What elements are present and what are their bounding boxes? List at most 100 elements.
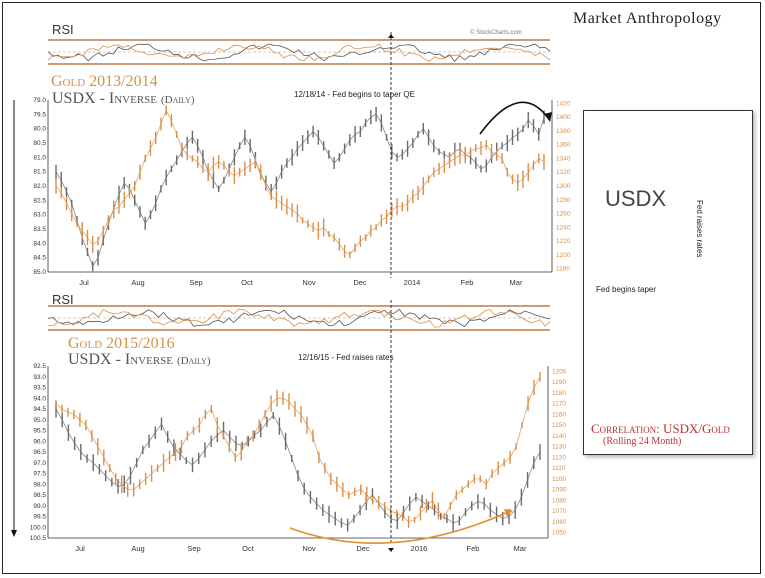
top-x-tick-label: Nov [302,278,316,287]
bottom-right-tick-label: 1170 [552,401,566,408]
bottom-right-tick-label: 1060 [552,519,567,526]
bottom-x-tick-label: Feb [467,544,480,553]
top-left-tick-label: 79.0 [33,97,46,104]
top-usd-title: USDX - Inverse (Daily) [52,90,195,107]
bottom-x-tick-label: Nov [302,544,316,553]
top-right-tick-label: 1260 [556,211,571,218]
top-left-tick-label: 81.5 [33,169,46,176]
top-x-tick-label: Dec [353,278,367,287]
stockcharts-credit: © StockCharts.com [470,30,522,36]
bottom-usd-title: USDX - Inverse (Daily) [68,351,211,368]
top-right-tick-label: 1300 [556,183,571,190]
bottom-left-tick-label: 95.0 [33,417,46,424]
top-x-tick-label: Oct [241,278,254,287]
bottom-right-tick-label: 1140 [552,433,566,440]
bottom-series-line [55,376,541,523]
bottom-x-tick-label: 2016 [411,544,428,553]
bottom-left-tick-label: 100.5 [30,535,47,542]
top-curve-arrowhead [544,112,552,122]
bottom-x-tick-label: Dec [356,544,370,553]
top-left-tick-label: 80.0 [33,126,46,133]
bottom-event-marker [388,548,394,552]
bottom-rsi-line-1 [47,308,551,328]
bottom-left-tick-label: 92.5 [33,363,46,370]
bottom-right-tick-label: 1070 [552,508,567,515]
bottom-x-tick-label: Sep [187,544,200,553]
bottom-left-tick-label: 99.5 [33,514,46,521]
top-x-tick-label: 2014 [404,278,421,287]
bottom-x-tick-label: Oct [242,544,255,553]
bottom-left-tick-label: 96.5 [33,449,46,456]
top-right-tick-label: 1280 [556,197,571,204]
bottom-left-tick-label: 99.0 [33,503,46,510]
bottom-left-tick-label: 97.0 [33,460,46,467]
bottom-left-tick-label: 93.5 [33,385,46,392]
top-right-tick-label: 1200 [556,252,571,259]
bottom-right-tick-label: 1200 [552,368,567,375]
top-right-tick-label: 1220 [556,238,571,245]
top-x-tick-label: Sep [189,278,202,287]
bottom-right-tick-label: 1120 [552,454,566,461]
top-right-tick-label: 1340 [556,155,571,162]
bottom-right-tick-label: 1180 [552,390,566,397]
top-rsi-label: RSI [52,22,74,37]
bottom-annotation: 12/16/15 - Fed raises rates [298,353,394,362]
top-series-line [55,113,545,268]
top-x-tick-label: Jul [79,278,89,287]
bottom-curve-arrowhead [504,509,513,517]
top-right-tick-label: 1360 [556,142,571,149]
top-series-usd [55,107,545,272]
top-right-tick-label: 1240 [556,224,571,231]
bottom-left-tick-label: 96.0 [33,438,46,445]
inset-usdx-title: USDX [605,186,667,211]
bottom-left-tick-label: 93.0 [33,374,46,381]
top-left-tick-label: 84.5 [33,255,46,262]
top-right-tick-label: 1400 [556,114,571,121]
inset-taper-annotation: Fed begins taper [596,285,657,294]
top-rsi-line-0 [47,43,551,63]
bottom-x-tick-label: Jul [75,544,85,553]
bottom-right-tick-label: 1150 [552,422,566,429]
bottom-right-tick-label: 1130 [552,444,566,451]
bottom-series-gold [55,372,541,528]
bottom-rsi-label: RSI [52,292,74,307]
bottom-curve-arrow [289,511,509,544]
top-event-marker [388,34,394,38]
top-gold-title: Gold 2013/2014 [51,73,158,90]
bottom-right-tick-label: 1100 [552,476,566,483]
bottom-right-tick-label: 1110 [552,465,566,472]
brand-logo: Market Anthropology [573,10,722,27]
top-right-tick-label: 1420 [556,100,571,107]
top-left-tick-label: 79.5 [33,111,46,118]
bottom-gold-title: Gold 2015/2016 [68,335,175,352]
top-series-gold [55,105,545,259]
bottom-series-line [55,408,541,526]
bottom-left-tick-label: 95.5 [33,428,46,435]
top-left-tick-label: 83.5 [33,226,46,233]
top-x-tick-label: Aug [131,278,144,287]
top-annotation: 12/18/14 - Fed begins to taper QE [294,90,415,99]
top-left-tick-label: 83.0 [33,212,46,219]
bottom-x-tick-label: Aug [131,544,144,553]
bottom-right-tick-label: 1050 [552,530,567,537]
bottom-left-tick-label: 97.5 [33,471,46,478]
top-right-tick-label: 1320 [556,169,571,176]
correlation-subtitle: (Rolling 24 Month) [603,436,682,447]
top-left-tick-label: 82.5 [33,197,46,204]
inset-rates-annotation: Fed raises rates [695,200,704,258]
left-direction-arrowhead [11,530,17,537]
bottom-left-tick-label: 98.5 [33,492,46,499]
top-series-line [55,109,545,256]
inset-panel [583,110,753,455]
top-x-tick-label: Mar [510,278,523,287]
top-right-tick-label: 1180 [556,266,570,273]
top-left-tick-label: 81.0 [33,154,46,161]
bottom-right-tick-label: 1160 [552,411,566,418]
bottom-right-tick-label: 1190 [552,379,566,386]
top-left-tick-label: 80.5 [33,140,46,147]
bottom-right-tick-label: 1080 [552,497,567,504]
bottom-left-tick-label: 100.0 [30,524,47,531]
bottom-series-usd [55,400,541,532]
top-curve-arrow [479,101,549,135]
